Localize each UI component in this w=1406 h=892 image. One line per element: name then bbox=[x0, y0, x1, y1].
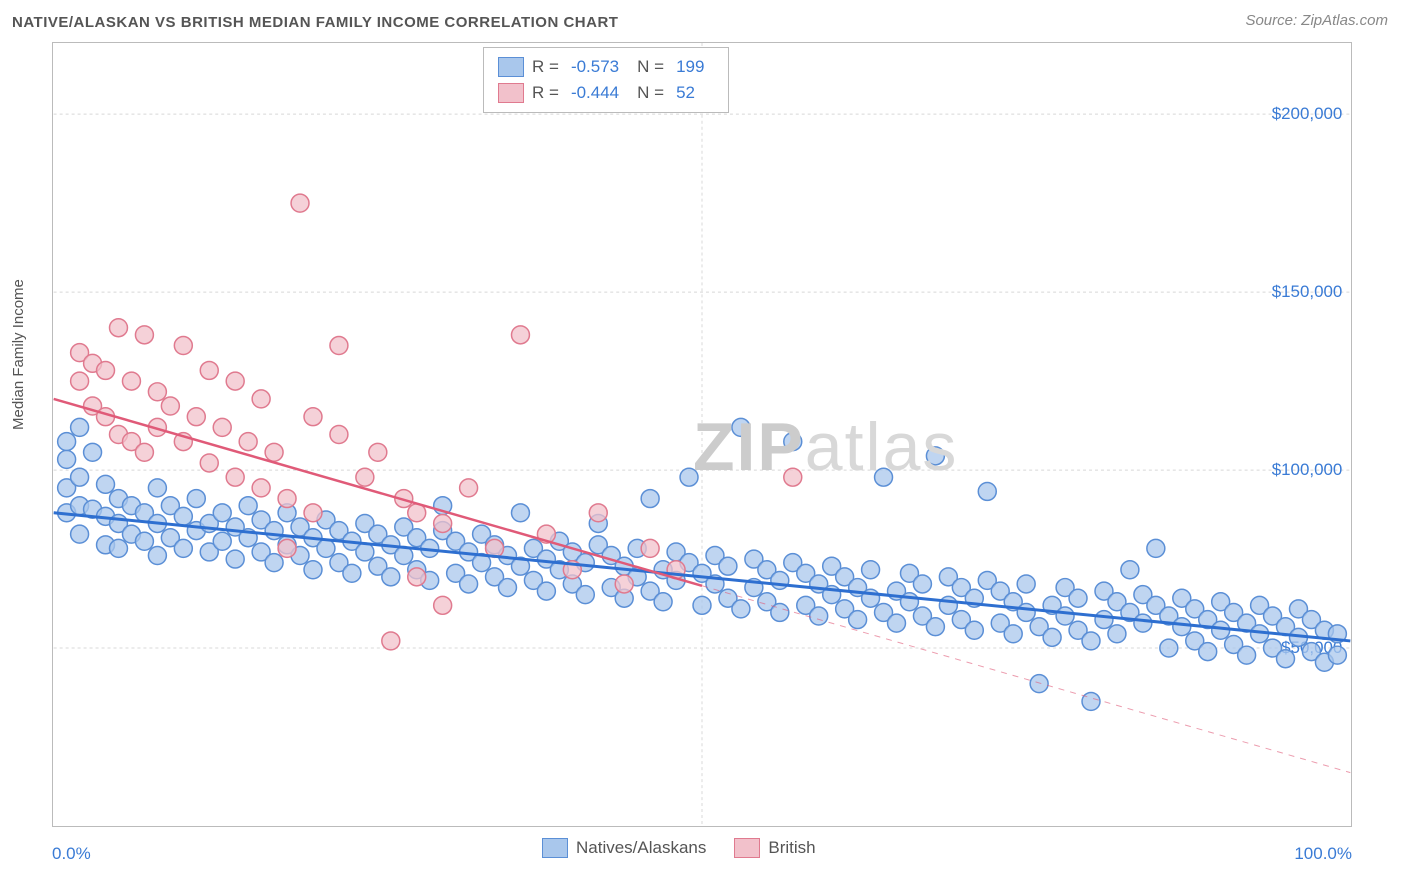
plot-area: ZIPatlas $50,000$100,000$150,000$200,000… bbox=[52, 42, 1352, 827]
legend-swatch-british bbox=[734, 838, 760, 858]
stat-n-label: N = bbox=[637, 80, 664, 106]
stats-row: R = -0.573 N = 199 bbox=[498, 54, 714, 80]
stat-r-label: R = bbox=[532, 54, 559, 80]
stats-legend: R = -0.573 N = 199 R = -0.444 N = 52 bbox=[483, 47, 729, 113]
svg-text:$200,000: $200,000 bbox=[1272, 104, 1343, 123]
x-tick-max: 100.0% bbox=[1294, 844, 1352, 864]
legend-item: British bbox=[734, 838, 815, 858]
y-axis-label: Median Family Income bbox=[10, 279, 27, 430]
legend-label: Natives/Alaskans bbox=[576, 838, 706, 858]
x-tick-min: 0.0% bbox=[52, 844, 91, 864]
stat-n-label: N = bbox=[637, 54, 664, 80]
legend-swatch-british bbox=[498, 83, 524, 103]
source-label: Source: ZipAtlas.com bbox=[1245, 12, 1388, 29]
legend-label: British bbox=[768, 838, 815, 858]
x-axis-row: 0.0% 100.0% Natives/Alaskans British bbox=[52, 832, 1352, 872]
stats-row: R = -0.444 N = 52 bbox=[498, 80, 714, 106]
series-legend: Natives/Alaskans British bbox=[542, 838, 816, 858]
stat-n-value: 52 bbox=[676, 80, 695, 106]
legend-swatch-natives bbox=[542, 838, 568, 858]
stat-r-value: -0.573 bbox=[571, 54, 619, 80]
svg-text:$150,000: $150,000 bbox=[1272, 282, 1343, 301]
chart-header: NATIVE/ALASKAN VS BRITISH MEDIAN FAMILY … bbox=[0, 0, 1406, 40]
chart-title: NATIVE/ALASKAN VS BRITISH MEDIAN FAMILY … bbox=[12, 14, 618, 31]
legend-swatch-natives bbox=[498, 57, 524, 77]
svg-text:$100,000: $100,000 bbox=[1272, 460, 1343, 479]
stat-r-value: -0.444 bbox=[571, 80, 619, 106]
stat-n-value: 199 bbox=[676, 54, 704, 80]
scatter-svg: $50,000$100,000$150,000$200,000 bbox=[53, 43, 1351, 826]
legend-item: Natives/Alaskans bbox=[542, 838, 706, 858]
stat-r-label: R = bbox=[532, 80, 559, 106]
